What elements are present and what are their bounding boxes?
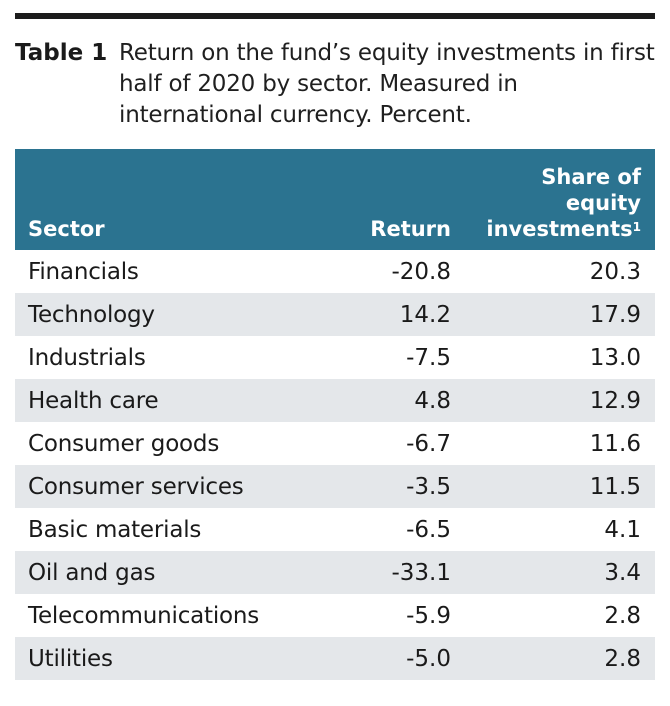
table-row: Consumer goods -6.7 11.6 — [15, 422, 655, 465]
cell-share: 2.8 — [604, 602, 641, 629]
table-row: Telecommunications -5.9 2.8 — [15, 594, 655, 637]
cell-sector: Health care — [28, 387, 159, 414]
cell-sector: Utilities — [28, 645, 113, 672]
header-share: Share of equity investments1 — [451, 164, 655, 242]
header-return: Return — [370, 217, 451, 241]
table-row: Basic materials -6.5 4.1 — [15, 508, 655, 551]
cell-return: -5.9 — [406, 602, 451, 629]
header-share-line2: equity — [565, 191, 641, 215]
table-row: Oil and gas -33.1 3.4 — [15, 551, 655, 594]
sector-returns-table: Sector Return Share of equity investment… — [15, 149, 655, 680]
cell-return: -33.1 — [391, 559, 451, 586]
caption-text: Return on the fund’s equity investments … — [119, 40, 655, 128]
cell-share: 12.9 — [589, 387, 641, 414]
cell-return: -6.7 — [406, 430, 451, 457]
footnote-marker: 1 — [632, 220, 641, 234]
cell-sector: Oil and gas — [28, 559, 156, 586]
cell-share: 13.0 — [589, 344, 641, 371]
caption-label: Table 1 — [15, 40, 108, 66]
table-row: Utilities -5.0 2.8 — [15, 637, 655, 680]
table-row: Health care 4.8 12.9 — [15, 379, 655, 422]
header-share-line3-wrap: investments1 — [451, 216, 641, 242]
table-row: Consumer services -3.5 11.5 — [15, 465, 655, 508]
header-sector: Sector — [28, 217, 105, 241]
cell-return: 14.2 — [399, 301, 451, 328]
cell-return: -20.8 — [391, 258, 451, 285]
cell-sector: Technology — [28, 301, 155, 328]
cell-share: 3.4 — [604, 559, 641, 586]
table-header: Sector Return Share of equity investment… — [15, 149, 655, 250]
top-rule — [15, 13, 655, 19]
header-share-line1: Share of — [541, 165, 641, 189]
cell-return: -6.5 — [406, 516, 451, 543]
cell-sector: Industrials — [28, 344, 146, 371]
cell-sector: Financials — [28, 258, 139, 285]
cell-sector: Consumer services — [28, 473, 244, 500]
cell-share: 11.6 — [589, 430, 641, 457]
cell-share: 17.9 — [589, 301, 641, 328]
table-row: Financials -20.8 20.3 — [15, 250, 655, 293]
cell-sector: Consumer goods — [28, 430, 220, 457]
cell-return: -5.0 — [406, 645, 451, 672]
table-row: Technology 14.2 17.9 — [15, 293, 655, 336]
cell-return: 4.8 — [414, 387, 451, 414]
table-caption: Table 1 Return on the fund’s equity inve… — [15, 38, 655, 131]
cell-share: 11.5 — [589, 473, 641, 500]
cell-share: 2.8 — [604, 645, 641, 672]
cell-return: -3.5 — [406, 473, 451, 500]
cell-share: 4.1 — [604, 516, 641, 543]
table-row: Industrials -7.5 13.0 — [15, 336, 655, 379]
cell-share: 20.3 — [589, 258, 641, 285]
header-share-line3: investments — [486, 217, 633, 241]
cell-sector: Telecommunications — [28, 602, 260, 629]
cell-return: -7.5 — [406, 344, 451, 371]
cell-sector: Basic materials — [28, 516, 202, 543]
